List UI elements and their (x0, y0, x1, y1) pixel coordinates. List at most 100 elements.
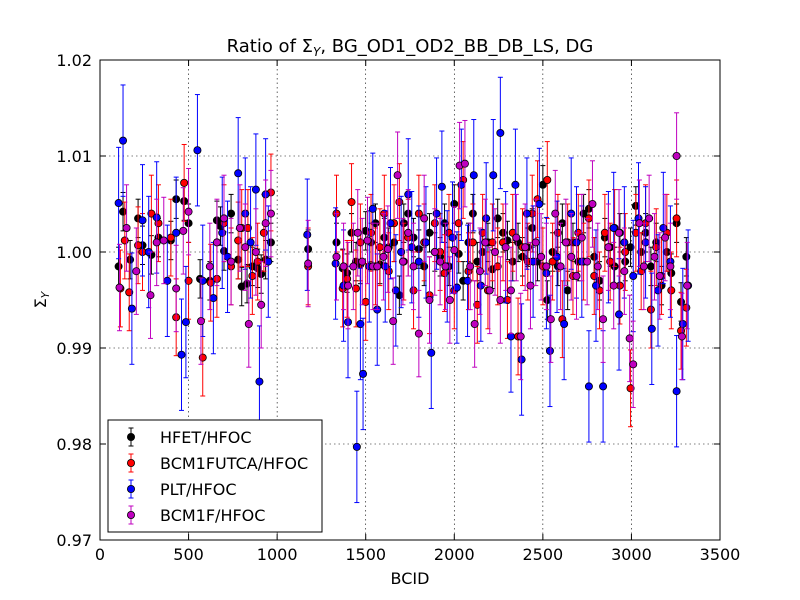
data-point (682, 303, 691, 312)
data-point (122, 223, 131, 232)
data-point (255, 377, 264, 386)
data-point (511, 180, 520, 189)
data-point (134, 241, 143, 250)
plot-area (114, 76, 693, 504)
chart-title-main: Ratio of Σ (227, 36, 313, 57)
data-point (448, 233, 457, 242)
data-point (339, 262, 348, 271)
data-point (629, 271, 638, 280)
data-point (625, 334, 634, 343)
data-point (590, 271, 599, 280)
data-point (303, 230, 312, 239)
data-point (257, 300, 266, 309)
data-point (593, 262, 602, 271)
data-point (132, 267, 141, 276)
data-point (367, 228, 376, 237)
data-point (427, 348, 436, 357)
data-point (251, 247, 260, 256)
data-point (475, 267, 484, 276)
data-point (481, 238, 490, 247)
data-point (677, 332, 686, 341)
x-tick-label: 3500 (700, 545, 741, 564)
data-point (654, 286, 663, 295)
data-point (672, 214, 681, 223)
data-point (629, 360, 638, 369)
data-point (545, 346, 554, 355)
y-tick-label: 1.00 (56, 243, 92, 262)
data-point (219, 214, 228, 223)
data-point (609, 281, 618, 290)
data-point (661, 233, 670, 242)
data-point (212, 238, 221, 247)
data-point (349, 262, 358, 271)
x-tick-label: 2000 (434, 545, 475, 564)
data-point (119, 207, 128, 216)
data-point (244, 319, 253, 328)
legend-box (107, 419, 323, 533)
data-point (553, 228, 562, 237)
data-point (391, 286, 400, 295)
data-point (577, 233, 586, 242)
data-point (646, 305, 655, 314)
data-point (572, 271, 581, 280)
data-point (331, 259, 340, 268)
x-tick-label: 2500 (522, 545, 563, 564)
axis-ticks: 0 500 1000 1500 2000 2500 3000 3500 0.97 0.98 0.99… (56, 51, 740, 564)
y-axis-title-main: Σ (31, 298, 50, 308)
data-point (172, 284, 181, 293)
data-point (397, 247, 406, 256)
data-point (193, 146, 202, 155)
data-point (469, 171, 478, 180)
data-point (466, 262, 475, 271)
data-point (672, 387, 681, 396)
data-point (420, 214, 429, 223)
data-point (347, 198, 356, 207)
data-series-group (114, 76, 693, 504)
data-point (373, 262, 382, 271)
data-point (425, 228, 434, 237)
data-point (604, 243, 613, 252)
data-point (567, 252, 576, 261)
data-point (180, 178, 189, 187)
data-point (363, 236, 372, 245)
y-tick-label: 0.98 (56, 435, 92, 454)
legend-marker (127, 484, 136, 493)
x-tick-label: 500 (173, 545, 204, 564)
data-point (621, 247, 630, 256)
y-axis-title-subscript: Y (39, 290, 52, 298)
data-point (639, 262, 648, 271)
data-point (600, 228, 609, 237)
data-point (522, 209, 531, 218)
data-point (546, 315, 555, 324)
data-point (379, 252, 388, 261)
data-point (409, 262, 418, 271)
legend-entry: PLT/HFOC (127, 479, 237, 499)
data-point (114, 199, 123, 208)
data-point (521, 243, 530, 252)
data-point (358, 257, 367, 266)
data-point (127, 304, 136, 313)
data-point (386, 219, 395, 228)
data-point (114, 262, 123, 271)
data-point (235, 223, 244, 232)
data-point (659, 223, 668, 232)
data-point (353, 228, 362, 237)
data-point (425, 295, 434, 304)
data-point (264, 257, 273, 266)
data-point (343, 281, 352, 290)
data-point (343, 274, 352, 283)
data-point (460, 159, 469, 168)
data-point (526, 281, 535, 290)
data-point (485, 286, 494, 295)
legend-label: BCM1FUTCA/HFOC (160, 454, 308, 473)
data-point (493, 262, 502, 271)
data-point (246, 238, 255, 247)
data-point (517, 355, 526, 364)
data-point (261, 219, 270, 228)
data-point (196, 317, 205, 326)
data-point (352, 442, 361, 451)
data-point (421, 238, 430, 247)
data-point (147, 209, 156, 218)
chart-title-subscript: Y (313, 45, 322, 59)
